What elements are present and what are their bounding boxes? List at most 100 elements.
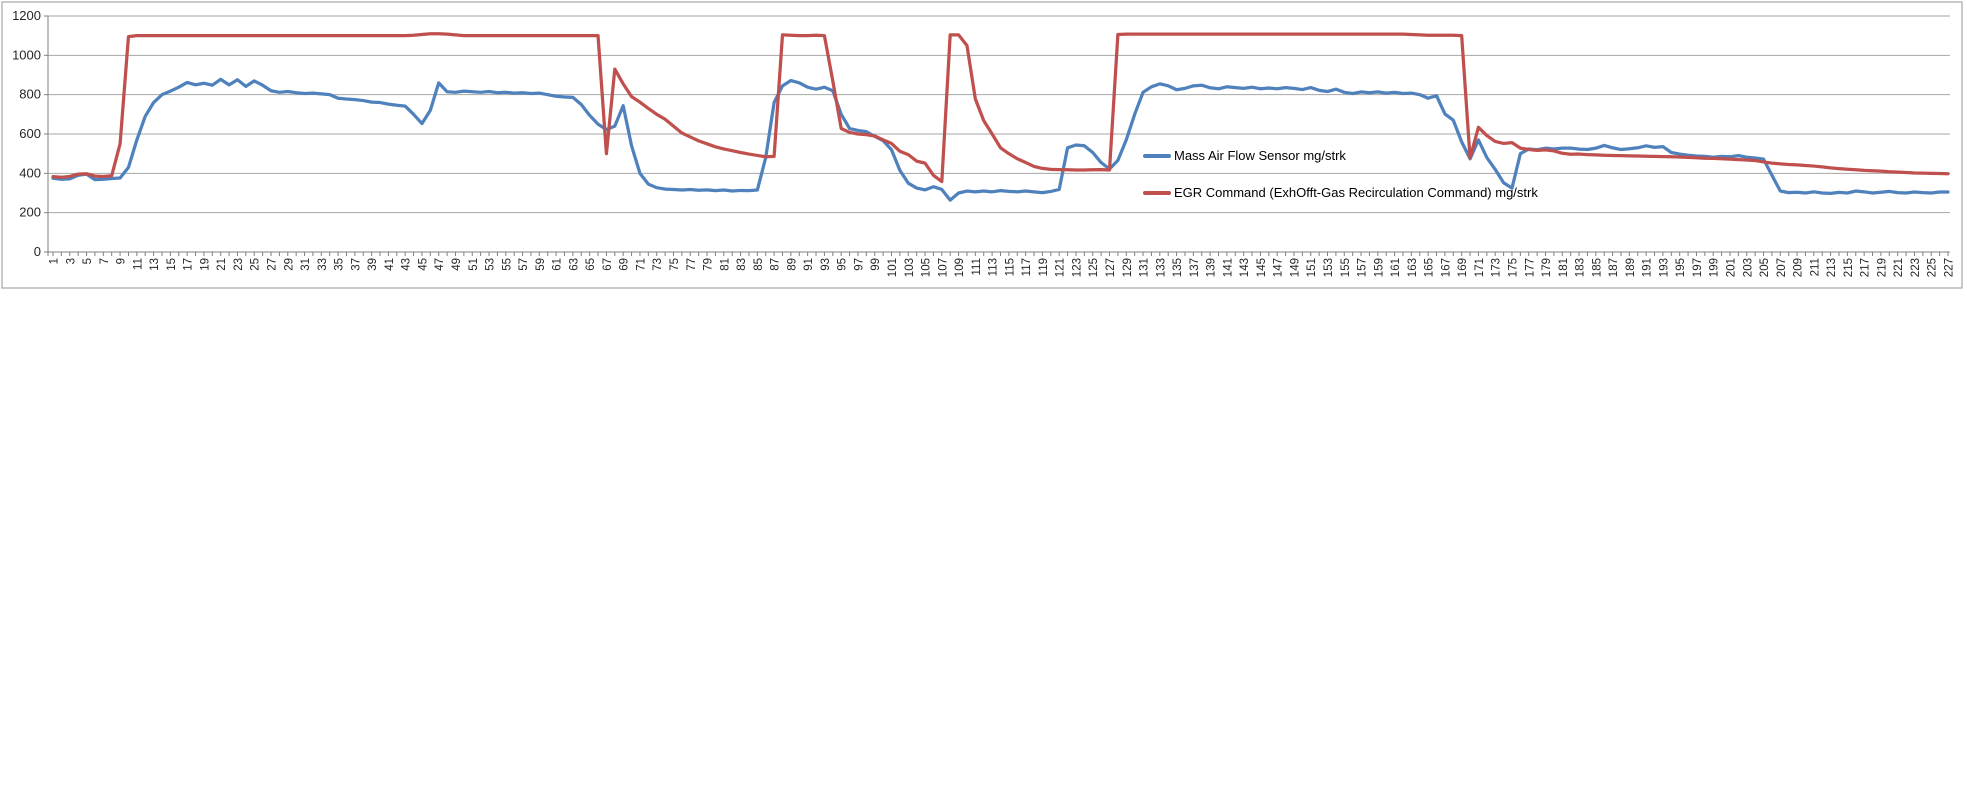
svg-text:165: 165 [1424,258,1436,277]
svg-text:107: 107 [937,258,949,277]
svg-text:215: 215 [1843,258,1855,277]
legend-line-swatch-maf [1143,154,1171,158]
legend-label-egr: EGR Command (ExhOfft-Gas Recirculation C… [1174,185,1538,200]
legend: Mass Air Flow Sensor mg/strk EGR Command… [1143,147,1538,221]
svg-text:1200: 1200 [12,8,41,23]
series-line-maf[interactable] [51,77,1950,202]
svg-text:45: 45 [417,258,429,271]
svg-text:31: 31 [300,258,312,271]
svg-text:43: 43 [401,258,413,271]
svg-text:137: 137 [1189,258,1201,277]
svg-text:400: 400 [19,165,41,180]
svg-text:49: 49 [451,258,463,271]
svg-text:5: 5 [82,258,94,264]
svg-text:223: 223 [1910,258,1922,277]
svg-text:47: 47 [434,258,446,271]
svg-text:41: 41 [384,258,396,271]
gridlines [48,15,1950,214]
legend-entry-egr[interactable]: EGR Command (ExhOfft-Gas Recirculation C… [1143,184,1538,202]
svg-text:117: 117 [1021,258,1033,276]
legend-line-swatch-egr [1143,191,1171,195]
svg-text:203: 203 [1742,258,1754,277]
svg-text:119: 119 [1038,258,1050,276]
svg-text:61: 61 [552,258,564,271]
svg-text:185: 185 [1591,258,1603,277]
svg-text:147: 147 [1273,258,1285,277]
svg-text:69: 69 [619,258,631,271]
axis-lines [47,16,1950,256]
y-axis-ticks [44,15,48,253]
svg-text:103: 103 [904,258,916,277]
svg-text:21: 21 [216,258,228,271]
svg-text:221: 221 [1893,258,1905,277]
svg-text:15: 15 [166,258,178,271]
svg-text:13: 13 [149,258,161,271]
svg-text:83: 83 [736,258,748,271]
svg-text:800: 800 [19,87,41,102]
svg-text:1000: 1000 [12,47,41,62]
series-lines[interactable] [51,32,1950,202]
svg-text:85: 85 [753,258,765,271]
svg-text:0: 0 [34,244,41,259]
series-line-egr[interactable] [51,32,1950,184]
y-axis-labels: 0 200 400 600 800 1000 1200 [12,8,41,259]
svg-text:1: 1 [49,258,61,264]
svg-text:123: 123 [1071,258,1083,277]
svg-text:145: 145 [1256,258,1268,277]
svg-text:217: 217 [1860,258,1872,277]
svg-text:195: 195 [1675,258,1687,277]
svg-text:199: 199 [1709,258,1721,277]
legend-label-maf: Mass Air Flow Sensor mg/strk [1174,148,1346,163]
svg-text:87: 87 [770,258,782,271]
svg-text:157: 157 [1357,258,1369,277]
svg-text:75: 75 [669,258,681,271]
svg-text:209: 209 [1793,258,1805,277]
svg-text:187: 187 [1608,258,1620,277]
svg-text:167: 167 [1440,258,1452,277]
svg-text:67: 67 [602,258,614,271]
svg-text:205: 205 [1759,258,1771,277]
svg-text:153: 153 [1323,258,1335,277]
svg-text:169: 169 [1457,258,1469,277]
svg-text:129: 129 [1122,258,1134,277]
svg-text:155: 155 [1340,258,1352,277]
svg-text:63: 63 [568,258,580,271]
svg-text:151: 151 [1306,258,1318,277]
svg-text:113: 113 [988,258,1000,276]
svg-text:99: 99 [870,258,882,271]
svg-text:213: 213 [1826,258,1838,277]
svg-text:139: 139 [1206,258,1218,277]
svg-text:79: 79 [703,258,715,271]
svg-text:143: 143 [1239,258,1251,277]
svg-text:81: 81 [719,258,731,271]
svg-text:37: 37 [350,258,362,271]
svg-text:29: 29 [283,258,295,271]
svg-text:89: 89 [786,258,798,271]
svg-text:57: 57 [518,258,530,271]
svg-text:207: 207 [1776,258,1788,277]
svg-text:77: 77 [686,258,698,271]
svg-text:121: 121 [1055,258,1067,277]
legend-entry-maf[interactable]: Mass Air Flow Sensor mg/strk [1143,147,1538,165]
x-axis-ticks [52,252,1949,256]
svg-text:201: 201 [1725,258,1737,277]
svg-text:59: 59 [535,258,547,271]
svg-text:149: 149 [1289,258,1301,277]
svg-text:33: 33 [317,258,329,271]
svg-text:193: 193 [1658,258,1670,277]
svg-text:219: 219 [1876,258,1888,277]
svg-text:39: 39 [367,258,379,271]
svg-text:135: 135 [1172,258,1184,277]
svg-text:105: 105 [921,258,933,277]
chart-container[interactable]: 0 200 400 600 800 1000 1200 1 3 5 7 9 11 13 15 17 19 21 2… [0,0,1967,300]
svg-text:173: 173 [1491,258,1503,277]
svg-text:181: 181 [1558,258,1570,277]
svg-text:179: 179 [1541,258,1553,277]
svg-text:73: 73 [652,258,664,271]
svg-text:53: 53 [485,258,497,271]
svg-text:93: 93 [820,258,832,271]
svg-text:71: 71 [635,258,647,271]
svg-text:7: 7 [99,258,111,264]
svg-text:127: 127 [1105,258,1117,277]
